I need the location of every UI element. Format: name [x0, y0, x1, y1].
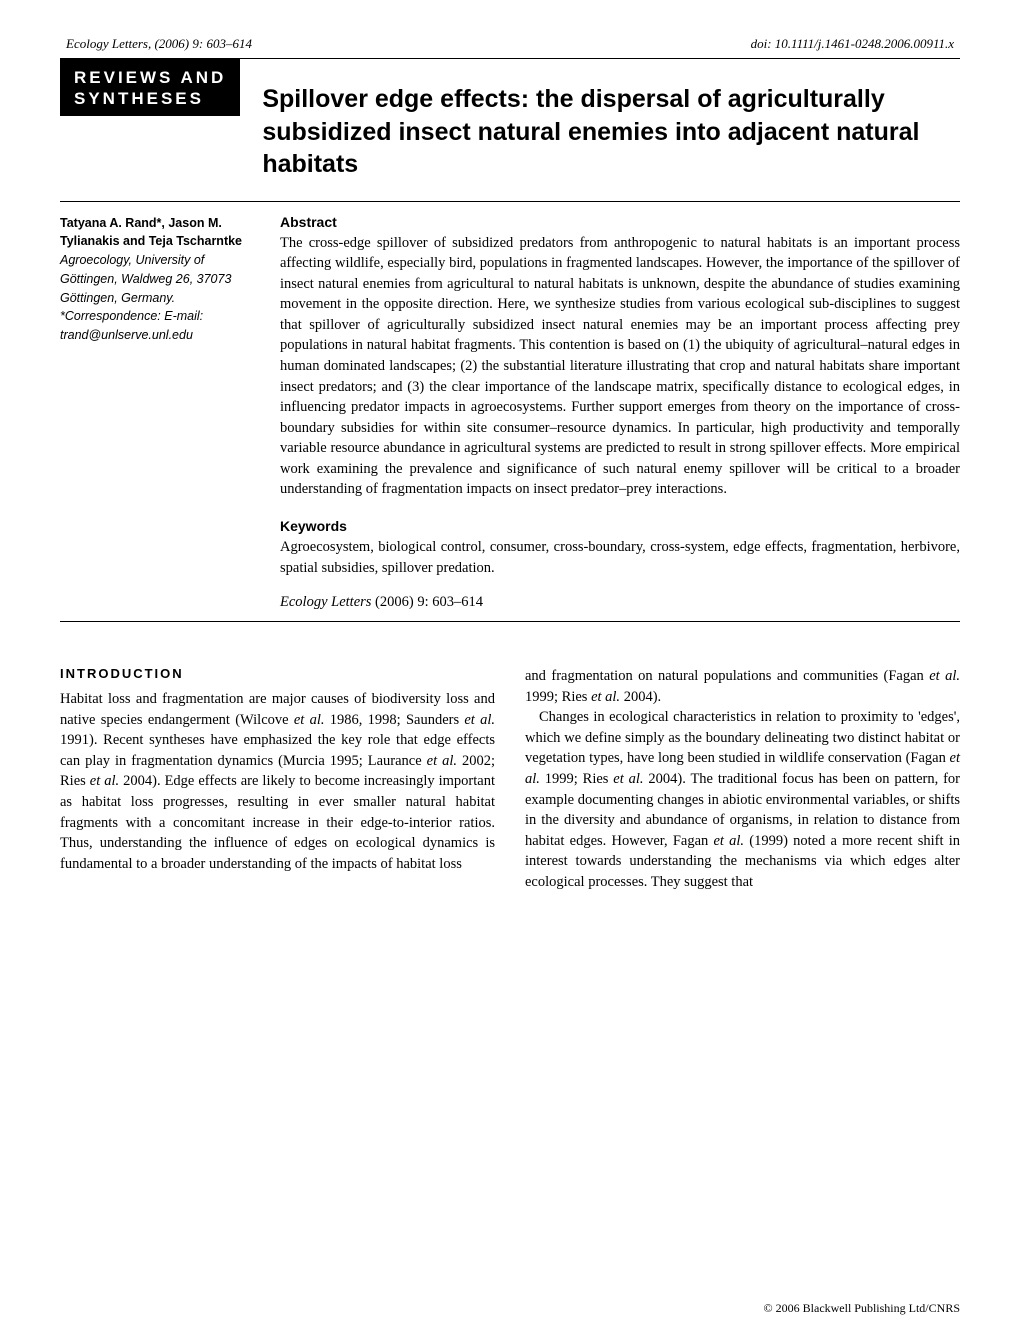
- author-correspondence: *Correspondence: E-mail: trand@unlserve.…: [60, 307, 262, 345]
- intro-text-seg: 1999; Ries: [540, 771, 613, 787]
- intro-col1-para1: Habitat loss and fragmentation are major…: [60, 689, 495, 874]
- intro-col2-para1: and fragmentation on natural populations…: [525, 666, 960, 707]
- badge-line-2: SYNTHESES: [74, 88, 226, 109]
- copyright-footer: © 2006 Blackwell Publishing Ltd/CNRS: [764, 1301, 960, 1316]
- abstract-column: Abstract The cross-edge spillover of sub…: [280, 214, 960, 612]
- intro-text-seg: 2004).: [620, 689, 661, 705]
- etal-ital: et al.: [613, 771, 643, 787]
- etal-ital: et al.: [294, 712, 325, 728]
- header-block: REVIEWS AND SYNTHESES Spillover edge eff…: [60, 59, 960, 181]
- abstract-block: Tatyana A. Rand*, Jason M. Tylianakis an…: [60, 214, 960, 612]
- section-badge: REVIEWS AND SYNTHESES: [60, 59, 240, 116]
- etal-ital: et al.: [591, 689, 620, 705]
- etal-ital: et al.: [464, 712, 495, 728]
- title-rule: [60, 201, 960, 202]
- journal-citation: Ecology Letters, (2006) 9: 603–614: [66, 36, 252, 52]
- abstract-text: The cross-edge spillover of subsidized p…: [280, 233, 960, 501]
- article-title: Spillover edge effects: the dispersal of…: [262, 83, 960, 181]
- abstract-heading: Abstract: [280, 214, 960, 230]
- keywords-heading: Keywords: [280, 518, 960, 534]
- journal-header: Ecology Letters, (2006) 9: 603–614 doi: …: [60, 36, 960, 52]
- author-names: Tatyana A. Rand*, Jason M. Tylianakis an…: [60, 214, 262, 252]
- keywords-text: Agroecosystem, biological control, consu…: [280, 537, 960, 578]
- etal-ital: et al.: [929, 668, 960, 684]
- citation-journal: Ecology Letters: [280, 594, 371, 610]
- body-column-right: and fragmentation on natural populations…: [525, 666, 960, 892]
- body-columns: INTRODUCTION Habitat loss and fragmentat…: [60, 666, 960, 892]
- citation-rest: (2006) 9: 603–614: [371, 594, 483, 610]
- intro-text-seg: 1999; Ries: [525, 689, 591, 705]
- etal-ital: et al.: [90, 773, 119, 789]
- intro-text-seg: 2004). Edge effects are likely to become…: [60, 773, 495, 871]
- citation-line: Ecology Letters (2006) 9: 603–614: [280, 594, 960, 611]
- author-affiliation: Agroecology, University of Göttingen, Wa…: [60, 251, 262, 307]
- authors-column: Tatyana A. Rand*, Jason M. Tylianakis an…: [60, 214, 280, 612]
- intro-text-seg: Changes in ecological characteristics in…: [525, 709, 960, 766]
- abstract-rule: [60, 621, 960, 622]
- etal-ital: et al.: [714, 833, 745, 849]
- intro-col2-para2: Changes in ecological characteristics in…: [525, 707, 960, 892]
- etal-ital: et al.: [427, 753, 457, 769]
- badge-line-1: REVIEWS AND: [74, 67, 226, 88]
- intro-heading: INTRODUCTION: [60, 666, 495, 681]
- body-column-left: INTRODUCTION Habitat loss and fragmentat…: [60, 666, 495, 892]
- title-wrap: Spillover edge effects: the dispersal of…: [240, 59, 960, 181]
- intro-text-seg: and fragmentation on natural populations…: [525, 668, 929, 684]
- intro-text-seg: 1986, 1998; Saunders: [325, 712, 465, 728]
- doi: doi: 10.1111/j.1461-0248.2006.00911.x: [751, 36, 954, 52]
